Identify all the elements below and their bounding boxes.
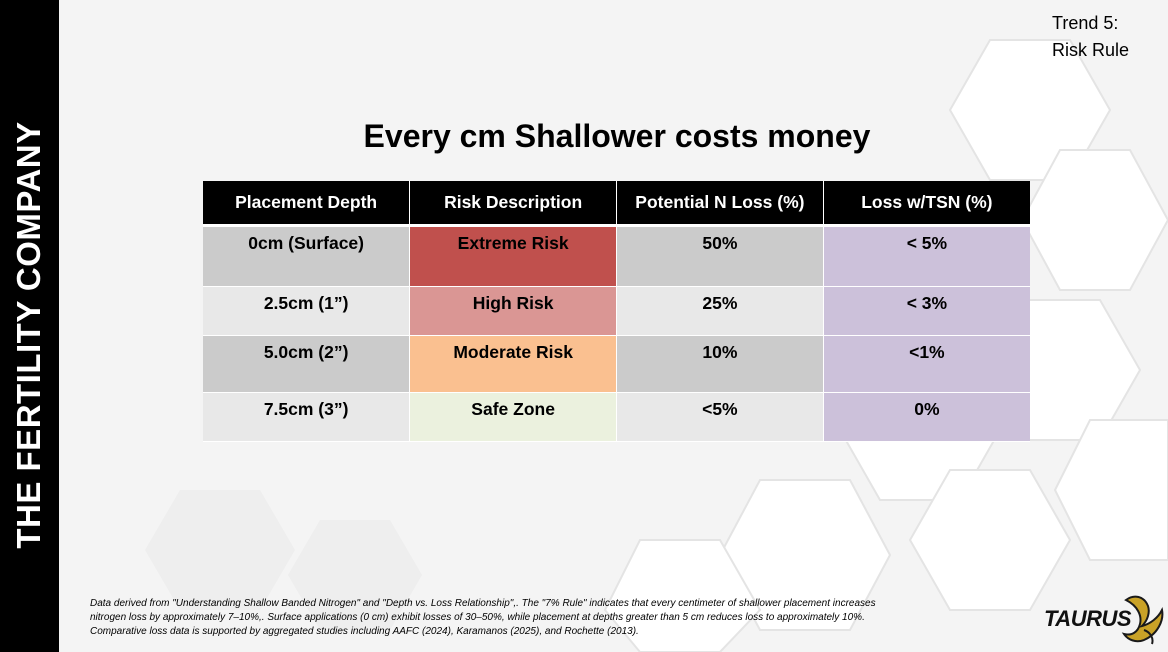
logo-wordmark: TAURUS xyxy=(1044,606,1132,631)
loss-cell: 10% xyxy=(616,335,824,393)
slide-title: Every cm Shallower costs money xyxy=(363,118,871,154)
loss-cell: <5% xyxy=(616,392,824,442)
loss-cell: 25% xyxy=(616,286,824,336)
header-loss-with-tsn: Loss w/TSN (%) xyxy=(823,181,1030,227)
depth-cell: 7.5cm (3”) xyxy=(203,392,411,442)
footnote-line: Comparative loss data is supported by ag… xyxy=(90,626,639,637)
risk-table: Placement Depth Risk Description Potenti… xyxy=(203,181,1030,442)
tsn-loss-cell: < 5% xyxy=(823,225,1030,287)
hexagon-background xyxy=(145,39,1168,652)
bull-horn-icon xyxy=(1121,595,1164,645)
header-placement-depth: Placement Depth xyxy=(203,181,411,227)
trend-label: Trend 5: Risk Rule xyxy=(1052,10,1129,64)
tsn-loss-cell: 0% xyxy=(823,392,1030,442)
depth-cell: 2.5cm (1”) xyxy=(203,286,411,336)
risk-cell: High Risk xyxy=(409,286,617,336)
trend-topic: Risk Rule xyxy=(1052,40,1130,60)
tsn-loss-cell: < 3% xyxy=(823,286,1030,336)
risk-cell: Moderate Risk xyxy=(409,335,617,393)
footnote-line: nitrogen loss by approximately 7–10%,. S… xyxy=(90,612,865,623)
sidebar-band: THE FERTILITY COMPANY xyxy=(0,0,59,652)
depth-cell: 5.0cm (2”) xyxy=(203,335,411,393)
table-row: 0cm (Surface) Extreme Risk 50% < 5% xyxy=(203,225,1030,287)
depth-cell: 0cm (Surface) xyxy=(203,225,411,287)
source-footnote: Data derived from "Understanding Shallow… xyxy=(90,597,1005,639)
table-row: 2.5cm (1”) High Risk 25% < 3% xyxy=(203,286,1030,336)
taurus-logo: TAURUS xyxy=(1040,590,1168,650)
header-potential-n-loss: Potential N Loss (%) xyxy=(616,181,824,227)
table-row: 5.0cm (2”) Moderate Risk 10% <1% xyxy=(203,335,1030,393)
risk-cell: Safe Zone xyxy=(409,392,617,442)
header-risk-description: Risk Description xyxy=(409,181,617,227)
table-header-row: Placement Depth Risk Description Potenti… xyxy=(203,181,1030,227)
table-row: 7.5cm (3”) Safe Zone <5% 0% xyxy=(203,392,1030,442)
tsn-loss-cell: <1% xyxy=(823,335,1030,393)
company-name-vertical: THE FERTILITY COMPANY xyxy=(10,121,47,549)
risk-cell: Extreme Risk xyxy=(409,225,617,287)
loss-cell: 50% xyxy=(616,225,824,287)
trend-number: Trend 5: xyxy=(1052,13,1119,33)
footnote-line: Data derived from "Understanding Shallow… xyxy=(90,598,876,609)
